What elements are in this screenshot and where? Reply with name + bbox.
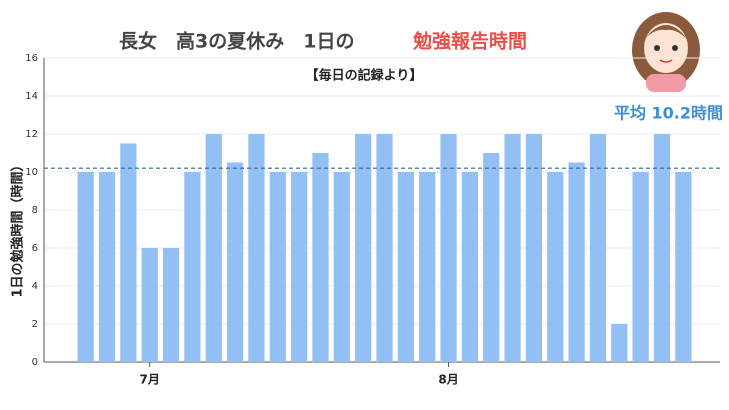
bar	[226, 162, 244, 362]
bar	[632, 172, 649, 362]
mean-label: 平均 10.2時間	[614, 104, 723, 123]
y-tick-label: 2	[32, 319, 38, 330]
bar	[589, 134, 607, 362]
bar	[440, 134, 457, 362]
bar	[205, 134, 222, 362]
bar	[162, 248, 180, 362]
y-tick-label: 4	[32, 281, 38, 292]
bar	[461, 172, 478, 362]
bar	[525, 134, 543, 362]
bar	[141, 248, 158, 362]
bar	[504, 134, 521, 362]
bar	[269, 172, 286, 362]
bar	[291, 172, 308, 362]
bar	[248, 134, 265, 362]
x-tick-label: 7月	[140, 373, 160, 387]
bar	[611, 324, 628, 362]
bar	[98, 172, 116, 362]
bar	[120, 143, 137, 362]
bar	[419, 172, 436, 362]
bar	[568, 162, 585, 362]
bar	[675, 172, 692, 362]
y-tick-label: 10	[25, 167, 38, 178]
y-tick-label: 12	[25, 129, 38, 140]
y-axis-label: 1日の勉強時間（時間）	[10, 158, 26, 297]
y-tick-label: 0	[32, 357, 38, 368]
y-tick-label: 14	[25, 91, 38, 102]
x-tick-label: 8月	[438, 373, 458, 387]
y-tick-label: 6	[32, 243, 38, 254]
chart-title: 長女 高3の夏休み 1日の	[119, 30, 354, 53]
chart-title-highlight: 勉強報告時間	[412, 30, 527, 53]
chart-subtitle: 【毎日の記録より】	[306, 68, 423, 84]
bar	[355, 134, 372, 362]
bar	[333, 172, 350, 362]
bar	[547, 172, 564, 362]
bar	[376, 134, 393, 362]
bar	[653, 134, 671, 362]
bar	[184, 172, 201, 362]
y-tick-label: 8	[32, 205, 38, 216]
y-tick-label: 16	[25, 53, 38, 64]
bar	[312, 153, 329, 362]
bar	[483, 153, 500, 362]
avatar-icon	[632, 12, 700, 92]
bar	[77, 172, 94, 362]
bar	[397, 172, 414, 362]
